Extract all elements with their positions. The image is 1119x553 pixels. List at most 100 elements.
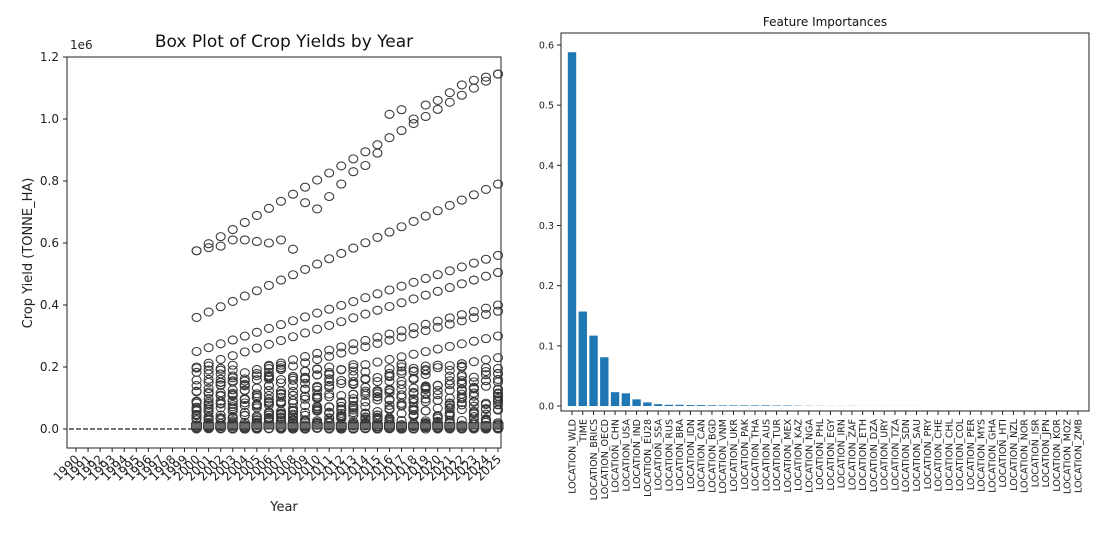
boxplot-outlier bbox=[396, 222, 407, 232]
boxplot-outlier bbox=[384, 109, 395, 119]
boxplot-outlier bbox=[456, 384, 467, 394]
boxplot-outlier bbox=[336, 300, 347, 310]
boxplot-outlier bbox=[432, 270, 443, 280]
boxplot-outlier bbox=[300, 264, 311, 274]
boxplot-outlier bbox=[384, 371, 395, 381]
boxplot-outlier bbox=[468, 409, 479, 419]
boxplot-outlier bbox=[227, 406, 238, 416]
boxplot-ylabel: Crop Yield (TONNE_HA) bbox=[21, 178, 36, 329]
boxplot-outlier bbox=[396, 105, 407, 115]
bar-x-tick-label: LOCATION_NGA bbox=[804, 419, 815, 493]
feature-bar bbox=[729, 405, 738, 406]
boxplot-outlier bbox=[420, 211, 431, 221]
boxplot-outlier bbox=[360, 335, 371, 346]
boxplot-outlier bbox=[287, 412, 299, 422]
bar-x-tick-label: LOCATION_CAN bbox=[697, 419, 708, 492]
boxplot-outlier bbox=[203, 243, 214, 253]
bar-x-tick-label: LOCATION_EU28 bbox=[643, 419, 654, 497]
bar-x-tick-label: LOCATION_USA bbox=[621, 419, 632, 492]
boxplot-outlier bbox=[300, 328, 311, 338]
boxplot-outlier bbox=[215, 403, 226, 413]
boxplot-y-tick-label: 1.2 bbox=[40, 50, 59, 64]
boxplot-outlier bbox=[251, 403, 262, 413]
boxplot-outlier bbox=[251, 364, 262, 375]
feature-importance-chart: Feature Importances 0.00.10.20.30.40.50.… bbox=[539, 15, 1090, 500]
boxplot-outlier bbox=[239, 410, 250, 421]
feature-bar bbox=[675, 404, 684, 406]
boxplot-outlier bbox=[312, 405, 323, 415]
boxplot-frame bbox=[66, 56, 502, 449]
boxplot-outlier bbox=[263, 367, 274, 378]
boxplot-outlier bbox=[420, 382, 431, 392]
bar-x-tick-label: LOCATION_ZMB bbox=[1074, 419, 1085, 493]
boxplot-outlier bbox=[480, 309, 491, 319]
boxplot-outlier bbox=[348, 154, 359, 164]
boxplot-outlier bbox=[300, 384, 311, 394]
boxplot-outlier bbox=[384, 329, 395, 339]
boxplot-outlier bbox=[468, 190, 479, 200]
boxplot-outlier bbox=[263, 323, 274, 333]
boxplot-outlier bbox=[251, 368, 262, 379]
boxplot-box bbox=[299, 422, 311, 430]
boxplot-outlier bbox=[432, 363, 443, 373]
boxplot-outlier bbox=[227, 402, 238, 412]
boxplot-outlier bbox=[372, 148, 383, 158]
feature-bar bbox=[621, 393, 631, 406]
boxplot-outlier bbox=[263, 203, 274, 213]
boxplot-outlier bbox=[239, 394, 250, 404]
boxplot-outlier bbox=[456, 90, 467, 100]
boxplot-outlier bbox=[215, 391, 226, 401]
boxplot-outlier bbox=[408, 349, 419, 359]
boxplot-outlier bbox=[287, 332, 299, 342]
boxplot-box bbox=[347, 422, 359, 430]
boxplot-outlier bbox=[215, 302, 226, 312]
boxplot-outlier bbox=[384, 388, 395, 398]
bar-x-tick-label: TIME bbox=[578, 419, 589, 443]
boxplot-outlier bbox=[227, 391, 238, 401]
boxplot-outlier bbox=[203, 307, 214, 317]
boxplot-outlier bbox=[408, 404, 419, 414]
boxplot-outlier bbox=[396, 369, 407, 379]
boxplot-outlier bbox=[300, 358, 311, 368]
boxplot-outlier bbox=[420, 406, 431, 416]
boxplot-outlier bbox=[468, 306, 479, 316]
feature-bar bbox=[643, 402, 652, 406]
boxplot-outlier bbox=[275, 320, 287, 330]
boxplot-outlier bbox=[300, 401, 311, 411]
boxplot-outlier bbox=[444, 88, 455, 98]
boxplot-outlier bbox=[287, 361, 299, 371]
boxplot-outlier bbox=[372, 377, 383, 387]
boxplot-outlier bbox=[492, 405, 504, 415]
boxplot-outlier bbox=[336, 390, 347, 401]
boxplot-outlier bbox=[456, 339, 467, 349]
boxplot-outlier bbox=[480, 76, 491, 86]
boxplot-outlier bbox=[396, 359, 407, 369]
boxplot-outlier bbox=[456, 375, 467, 386]
boxplot-outlier bbox=[227, 360, 238, 370]
boxplot-outlier bbox=[275, 335, 287, 346]
boxplot-outlier bbox=[203, 365, 214, 375]
boxplot-y-tick-label: 0.0 bbox=[40, 422, 59, 436]
boxplot-outlier bbox=[191, 346, 202, 357]
boxplot-outlier bbox=[384, 133, 395, 143]
boxplot-outlier bbox=[336, 397, 347, 407]
boxplot-outlier bbox=[432, 381, 443, 391]
boxplot-box bbox=[251, 422, 263, 430]
bar-x-tick-label: LOCATION_NZL bbox=[1009, 418, 1020, 490]
boxplot-outlier bbox=[468, 397, 479, 407]
boxplot-outlier bbox=[480, 271, 491, 281]
boxplot-outlier bbox=[456, 195, 467, 205]
boxplot-outlier bbox=[300, 410, 311, 420]
boxplot-outlier bbox=[396, 390, 407, 400]
boxplot-outlier bbox=[492, 389, 504, 399]
boxplot-outlier bbox=[444, 200, 455, 210]
boxplot-outlier bbox=[348, 362, 359, 372]
boxplot-outlier bbox=[468, 377, 479, 387]
boxplot-outlier bbox=[372, 387, 383, 397]
boxplot-outlier bbox=[203, 358, 214, 368]
boxplot-outlier bbox=[215, 339, 226, 349]
boxplot-outlier bbox=[396, 126, 407, 136]
boxplot-outlier bbox=[432, 206, 443, 216]
boxplot-outlier bbox=[251, 392, 262, 402]
boxplot-outlier bbox=[191, 246, 202, 256]
